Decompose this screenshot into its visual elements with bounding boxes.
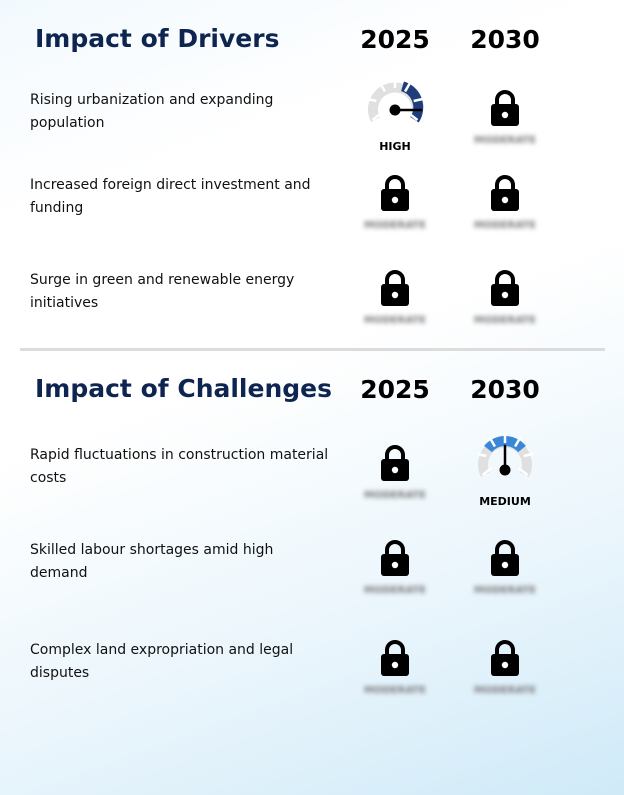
impact-level-label: MEDIUM [479,495,531,508]
lock-icon [381,270,409,306]
lock-icon [381,540,409,576]
challenge-label: Rapid fluctuations in construction mater… [30,447,329,486]
lock-icon [491,270,519,306]
drivers-year-2030: 2030 [470,25,540,54]
hidden-impact-text: MODERATE [364,220,426,231]
locked-cell[interactable]: MODERATE [340,444,450,524]
driver-row: Increased foreign direct investment and … [0,174,624,264]
locked-cell[interactable]: MODERATE [450,639,560,719]
hidden-impact-text: MODERATE [474,135,536,146]
challenges-title: Impact of Challenges [35,374,332,403]
driver-row: Surge in green and renewable energy init… [0,269,624,359]
lock-icon [381,445,409,481]
challenge-row: Complex land expropriation and legal dis… [0,639,624,729]
impact-gauge-high: HIGH [340,78,450,169]
impact-gauge-medium: MEDIUM [450,433,560,524]
challenge-row: Rapid fluctuations in construction mater… [0,433,624,534]
drivers-title: Impact of Drivers [35,24,280,53]
hidden-impact-text: MODERATE [364,585,426,596]
gauge-icon [367,78,424,123]
impact-level-label: HIGH [379,140,411,153]
lock-icon [491,540,519,576]
lock-icon [381,640,409,676]
locked-cell[interactable]: MODERATE [450,89,560,169]
locked-cell[interactable]: MODERATE [450,539,560,619]
lock-icon [491,90,519,126]
hidden-impact-text: MODERATE [364,315,426,326]
locked-cell[interactable]: MODERATE [450,174,560,254]
gauge-icon [477,433,533,478]
driver-label: Surge in green and renewable energy init… [30,272,295,311]
locked-cell[interactable]: MODERATE [340,269,450,349]
drivers-year-2025: 2025 [360,25,430,54]
challenges-year-2030: 2030 [470,375,540,404]
lock-icon [491,640,519,676]
hidden-impact-text: MODERATE [364,490,426,501]
hidden-impact-text: MODERATE [474,585,536,596]
challenge-label: Complex land expropriation and legal dis… [30,642,294,681]
driver-label: Increased foreign direct investment and … [30,177,311,216]
driver-label: Rising urbanization and expanding popula… [30,92,274,131]
locked-cell[interactable]: MODERATE [340,539,450,619]
hidden-impact-text: MODERATE [474,685,536,696]
locked-cell[interactable]: MODERATE [450,269,560,349]
hidden-impact-text: MODERATE [474,315,536,326]
locked-cell[interactable]: MODERATE [340,174,450,254]
hidden-impact-text: MODERATE [474,220,536,231]
lock-icon [381,175,409,211]
hidden-impact-text: MODERATE [364,685,426,696]
locked-cell[interactable]: MODERATE [340,639,450,719]
challenge-label: Skilled labour shortages amid high deman… [30,542,274,581]
section-divider [20,348,605,351]
challenge-row: Skilled labour shortages amid high deman… [0,539,624,629]
lock-icon [491,175,519,211]
challenges-year-2025: 2025 [360,375,430,404]
driver-row: Rising urbanization and expanding popula… [0,78,624,179]
